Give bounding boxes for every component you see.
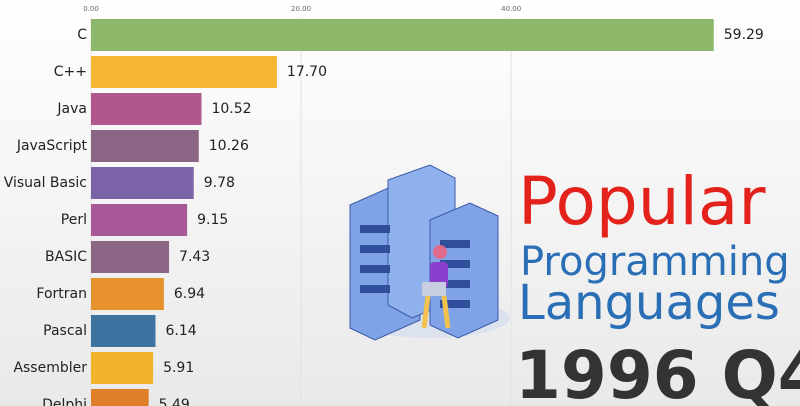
value-label: 9.15 <box>197 212 228 228</box>
title-line: Popular <box>518 163 766 240</box>
category-label: C <box>77 27 87 43</box>
bar <box>91 241 170 273</box>
category-label: Fortran <box>36 286 87 302</box>
value-label: 17.70 <box>287 64 327 80</box>
value-label: 7.43 <box>179 249 210 265</box>
bar <box>91 167 194 199</box>
bar <box>91 93 202 125</box>
value-label: 6.14 <box>165 323 196 339</box>
bar <box>91 56 277 88</box>
category-label: Pascal <box>43 323 87 339</box>
category-label: Delphi <box>42 397 87 406</box>
value-label: 9.78 <box>204 175 235 191</box>
value-label: 59.29 <box>724 27 764 43</box>
category-label: JavaScript <box>16 138 88 154</box>
category-label: BASIC <box>45 249 87 265</box>
x-tick-label: 20.00 <box>291 5 311 13</box>
value-label: 6.94 <box>174 286 205 302</box>
value-label: 10.52 <box>211 101 251 117</box>
bar <box>91 352 154 384</box>
category-label: Java <box>56 101 87 117</box>
bar <box>91 389 149 406</box>
illustration <box>349 164 510 341</box>
title-line: Programming <box>520 239 790 285</box>
bar <box>91 204 188 236</box>
category-label: Assembler <box>13 360 87 376</box>
category-label: Perl <box>61 212 87 228</box>
value-label: 10.26 <box>209 138 249 154</box>
value-label: 5.49 <box>159 397 190 406</box>
title-line: Languages <box>518 275 780 331</box>
category-label: Visual Basic <box>4 175 87 191</box>
bar <box>91 130 199 162</box>
x-tick-label: 0.00 <box>83 5 99 13</box>
bar <box>91 315 156 347</box>
category-label: C++ <box>54 64 87 80</box>
period: 1996 Q4 <box>515 337 800 406</box>
x-tick-label: 40.00 <box>501 5 521 13</box>
plot: 0.00 20.00 40.00 C 59.29 C++ 17.70 Java 10.52 Jav… <box>4 5 764 406</box>
bar <box>91 19 714 51</box>
value-label: 5.91 <box>163 360 194 376</box>
bar <box>91 278 164 310</box>
